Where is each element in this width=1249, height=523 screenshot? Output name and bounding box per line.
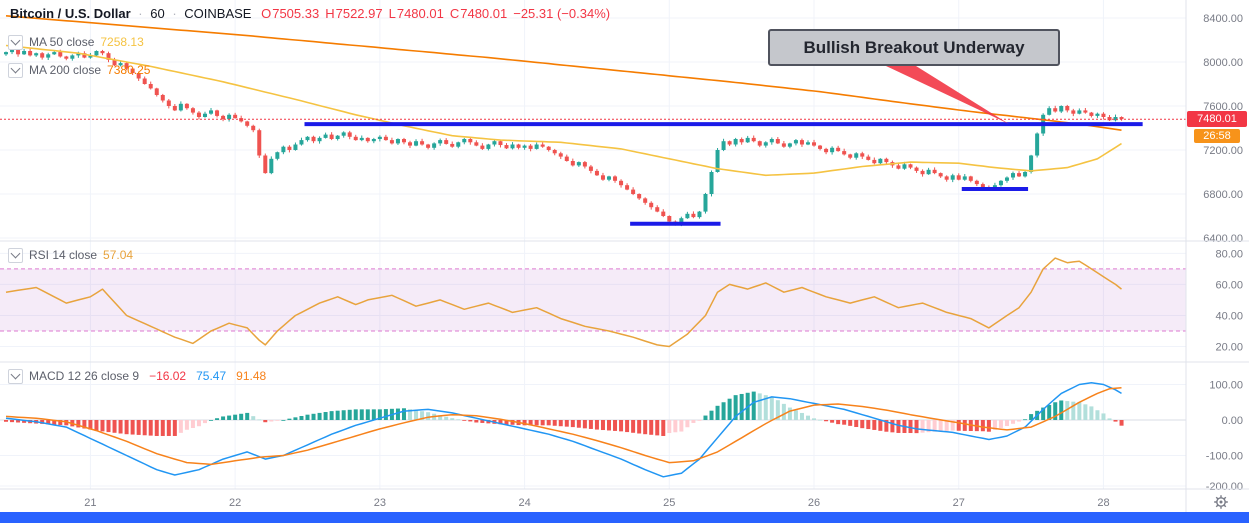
svg-text:6800.00: 6800.00: [1203, 189, 1243, 201]
ma200-label: MA 200 close: [29, 63, 102, 77]
rsi-label: RSI 14 close: [29, 248, 98, 262]
svg-text:40.00: 40.00: [1215, 310, 1243, 322]
annotation-callout[interactable]: Bullish Breakout Underway: [768, 29, 1060, 66]
svg-text:-200.00: -200.00: [1206, 481, 1243, 493]
candles-layer: [4, 48, 1124, 227]
symbol-name[interactable]: Bitcoin / U.S. Dollar: [10, 6, 131, 21]
svg-text:21: 21: [84, 497, 96, 509]
legend-row-rsi: RSI 14 close 57.04: [8, 247, 133, 263]
bar-countdown-badge: 26:58: [1194, 129, 1240, 143]
pane-dividers: [0, 0, 1249, 512]
svg-text:-100.00: -100.00: [1206, 451, 1243, 463]
low-label: L: [388, 6, 396, 21]
chevron-down-icon[interactable]: [8, 368, 23, 384]
ma200-value: 7380.25: [107, 63, 151, 77]
last-price-badge: 7480.01: [1187, 111, 1247, 127]
legend-row-macd: MACD 12 26 close 9 −16.02 75.47 91.48: [8, 368, 266, 384]
separator-dot: ·: [172, 6, 177, 21]
svg-text:23: 23: [374, 497, 386, 509]
open-value: 7505.33: [272, 6, 320, 21]
svg-text:6400.00: 6400.00: [1203, 233, 1243, 245]
exchange-label: COINBASE: [184, 6, 252, 21]
svg-text:25: 25: [663, 497, 675, 509]
legend-row-ma200: MA 200 close 7380.25: [8, 62, 150, 78]
svg-text:22: 22: [229, 497, 241, 509]
ohlc-values: O7505.33 H7522.97 L7480.01 C7480.01 −25.31 (…: [255, 6, 610, 21]
macd-line: [5, 381, 1122, 478]
close-label: C: [449, 6, 460, 21]
low-value: 7480.01: [396, 6, 444, 21]
svg-text:28: 28: [1097, 497, 1109, 509]
macd-hist-value: −16.02: [149, 369, 187, 383]
macd-histogram: [4, 391, 1124, 436]
gear-icon[interactable]: [1213, 494, 1229, 510]
rsi-line: [5, 257, 1122, 348]
svg-text:100.00: 100.00: [1209, 380, 1243, 392]
ma50-label: MA 50 close: [29, 35, 95, 49]
svg-text:0.00: 0.00: [1222, 415, 1243, 427]
separator-dot: ·: [138, 6, 143, 21]
interval-label[interactable]: 60: [150, 6, 165, 21]
open-label: O: [261, 6, 272, 21]
macd-label: MACD 12 26 close 9: [29, 369, 140, 383]
svg-text:7600.00: 7600.00: [1203, 101, 1243, 113]
signal-line: [5, 386, 1122, 466]
rsi-value: 57.04: [103, 248, 134, 262]
ma200-line: [5, 15, 1122, 131]
macd-line-value: 75.47: [196, 369, 227, 383]
grid-lines: 21 22 23 24 25 26 27 28 8400.00 8000.00 7600.00 720…: [0, 0, 1243, 509]
chevron-down-icon[interactable]: [8, 34, 23, 50]
svg-text:8000.00: 8000.00: [1203, 57, 1243, 69]
svg-text:26: 26: [808, 497, 820, 509]
annotation-arrow: [886, 66, 1009, 124]
legend-row-ma50: MA 50 close 7258.13: [8, 34, 144, 50]
change-value: −25.31 (−0.34%): [513, 6, 611, 21]
high-label: H: [325, 6, 335, 21]
bottom-accent-bar: [0, 512, 1249, 523]
svg-text:60.00: 60.00: [1215, 279, 1243, 291]
svg-text:20.00: 20.00: [1215, 341, 1243, 353]
svg-text:8400.00: 8400.00: [1203, 13, 1243, 25]
macd-signal-value: 91.48: [236, 369, 267, 383]
svg-text:7200.00: 7200.00: [1203, 145, 1243, 157]
drawn-lines: [304, 122, 1143, 226]
chevron-down-icon[interactable]: [8, 247, 23, 263]
high-value: 7522.97: [335, 6, 383, 21]
symbol-header: Bitcoin / U.S. Dollar · 60 · COINBASE O7…: [10, 6, 610, 21]
ma50-value: 7258.13: [100, 35, 144, 49]
svg-text:80.00: 80.00: [1215, 248, 1243, 260]
close-value: 7480.01: [460, 6, 508, 21]
chevron-down-icon[interactable]: [8, 62, 23, 78]
annotation-text: Bullish Breakout Underway: [803, 37, 1025, 57]
svg-text:27: 27: [953, 497, 965, 509]
rsi-band: [0, 268, 1186, 332]
svg-text:24: 24: [518, 497, 530, 509]
ma50-line: [5, 44, 1122, 177]
